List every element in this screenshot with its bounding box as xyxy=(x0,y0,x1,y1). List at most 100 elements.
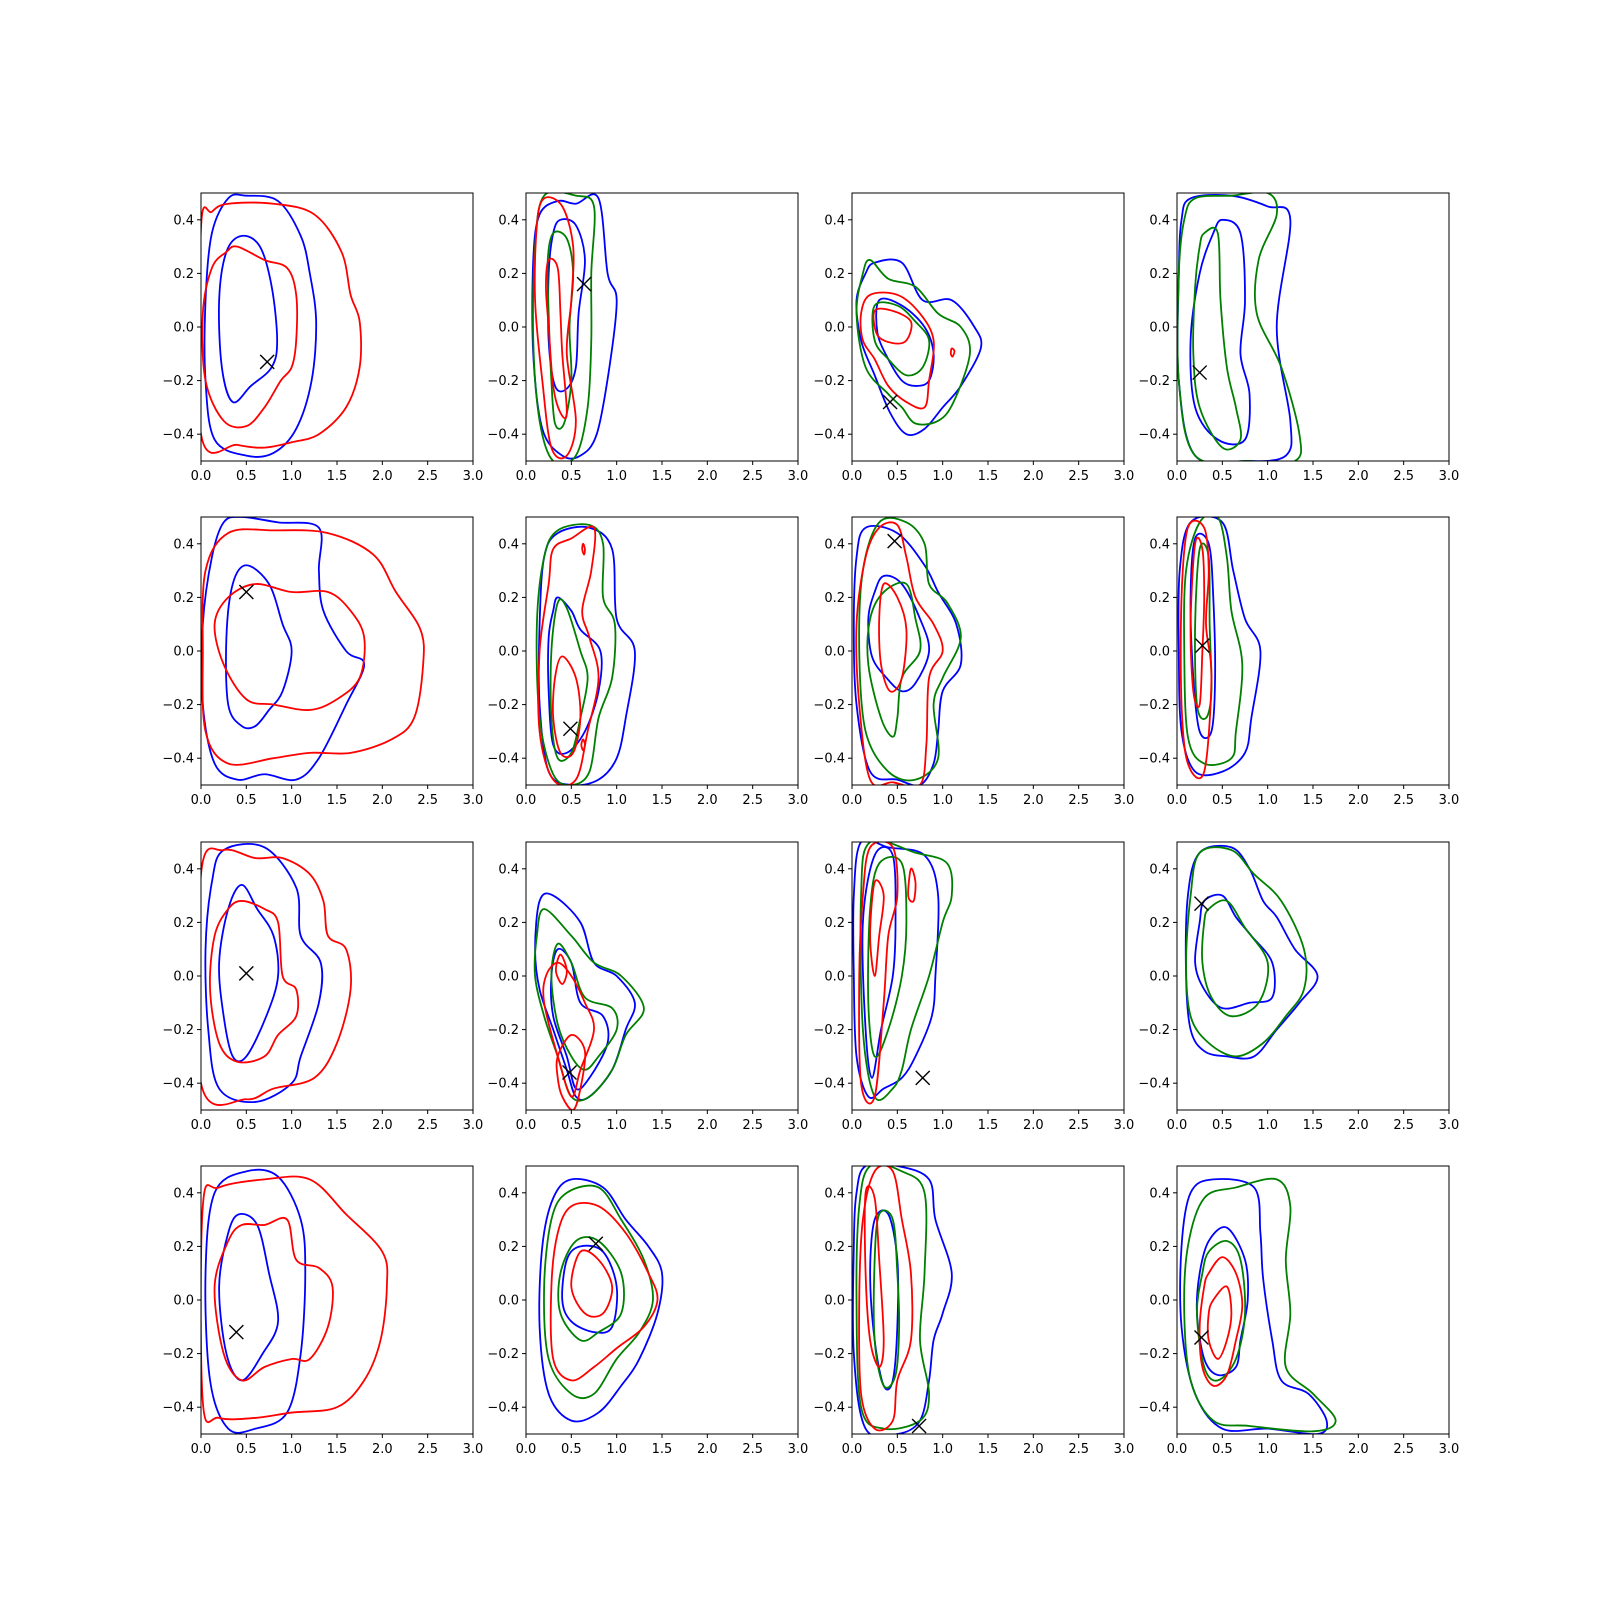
y-tick-label: 0.2 xyxy=(498,1240,519,1255)
x-tick-label: 2.0 xyxy=(1023,469,1044,484)
red-contour-line xyxy=(542,961,595,1098)
red-contour-line xyxy=(555,1034,587,1110)
x-tick-label: 0.0 xyxy=(1167,1442,1188,1457)
x-tick-label: 2.5 xyxy=(742,1442,763,1457)
red-contour-line xyxy=(1198,1256,1244,1387)
x-tick-label: 0.0 xyxy=(191,469,212,484)
y-tick-label: 0.4 xyxy=(824,213,845,228)
x-marker xyxy=(576,276,592,292)
contour-group xyxy=(852,1166,953,1434)
x-tick-label: 2.0 xyxy=(1348,793,1369,808)
y-tick-label: −0.2 xyxy=(813,1023,845,1038)
contour-group xyxy=(1184,844,1319,1060)
x-tick-label: 1.5 xyxy=(978,1118,999,1133)
x-tick-label: 1.0 xyxy=(1257,793,1278,808)
x-tick-label: 3.0 xyxy=(788,1118,809,1133)
x-tick-label: 2.5 xyxy=(1068,469,1089,484)
green-contour-line xyxy=(855,1166,930,1431)
y-tick-label: −0.4 xyxy=(813,1077,845,1092)
y-tick-label: 0.4 xyxy=(498,862,519,877)
x-tick-label: 2.5 xyxy=(742,793,763,808)
subplot-r1-c3: 0.0 0.5 1.0 1.5 2.0 2.5 3.0 −0.4 −0.2 0.0 0.2 0.4 xyxy=(813,192,1135,484)
x-tick-label: 0.5 xyxy=(561,1442,582,1457)
green-contour-line xyxy=(871,301,931,377)
contour-group xyxy=(201,1168,389,1434)
x-tick-label: 3.0 xyxy=(463,1442,484,1457)
y-tick-label: −0.2 xyxy=(487,1023,519,1038)
x-marker xyxy=(238,965,254,981)
blue-contour-line xyxy=(204,1168,307,1434)
x-tick-label: 2.5 xyxy=(1068,793,1089,808)
y-tick-label: −0.4 xyxy=(162,1077,194,1092)
x-tick-label: 0.5 xyxy=(561,1118,582,1133)
red-contour-line xyxy=(201,201,362,454)
green-contour-line xyxy=(859,842,954,1101)
x-tick-label: 1.0 xyxy=(281,793,302,808)
x-tick-label: 2.0 xyxy=(1348,469,1369,484)
x-tick-label: 0.0 xyxy=(1167,793,1188,808)
x-tick-label: 3.0 xyxy=(788,469,809,484)
y-tick-label: 0.2 xyxy=(1149,267,1170,282)
red-contour-line xyxy=(949,347,956,358)
green-contour-line xyxy=(1177,193,1303,461)
y-tick-label: −0.2 xyxy=(813,374,845,389)
contour-group xyxy=(852,517,963,785)
x-tick-label: 1.5 xyxy=(1303,1118,1324,1133)
x-tick-label: 0.0 xyxy=(842,469,863,484)
blue-contour-line xyxy=(852,525,963,785)
x-tick-label: 0.5 xyxy=(1212,1118,1233,1133)
blue-contour-line xyxy=(852,842,940,1099)
y-tick-label: −0.2 xyxy=(813,1347,845,1362)
y-tick-label: −0.4 xyxy=(162,428,194,443)
red-contour-line xyxy=(859,291,935,410)
subplot-r4-c1: 0.0 0.5 1.0 1.5 2.0 2.5 3.0 −0.4 −0.2 0.0 0.2 0.4 xyxy=(162,1165,484,1457)
y-tick-label: −0.4 xyxy=(1138,428,1170,443)
x-tick-label: 2.0 xyxy=(697,793,718,808)
y-tick-label: 0.4 xyxy=(173,537,194,552)
y-tick-label: −0.4 xyxy=(487,1077,519,1092)
y-tick-label: 0.0 xyxy=(498,645,519,660)
x-tick-label: 2.5 xyxy=(742,469,763,484)
red-contour-line xyxy=(855,521,944,785)
red-contour-line xyxy=(213,583,366,711)
y-tick-label: 0.2 xyxy=(824,591,845,606)
x-tick-label: 2.5 xyxy=(1068,1442,1089,1457)
subplot-r4-c3: 0.0 0.5 1.0 1.5 2.0 2.5 3.0 −0.4 −0.2 0.0 0.2 0.4 xyxy=(813,1165,1134,1457)
x-tick-label: 1.0 xyxy=(1257,1442,1278,1457)
red-contour-line xyxy=(201,1175,389,1424)
x-marker xyxy=(238,584,254,600)
x-tick-label: 1.5 xyxy=(327,469,348,484)
x-tick-label: 1.0 xyxy=(932,469,953,484)
y-tick-label: −0.4 xyxy=(487,752,519,767)
red-contour-line xyxy=(209,900,300,1064)
y-tick-label: 0.0 xyxy=(498,321,519,336)
x-tick-label: 0.5 xyxy=(1212,793,1233,808)
y-tick-label: 0.4 xyxy=(1149,862,1170,877)
y-tick-label: −0.2 xyxy=(1138,1023,1170,1038)
red-contour-line xyxy=(570,1249,614,1318)
red-contour-line xyxy=(863,1185,885,1368)
y-tick-label: 0.2 xyxy=(498,591,519,606)
y-tick-label: 0.2 xyxy=(173,1240,194,1255)
y-tick-label: 0.4 xyxy=(824,1186,845,1201)
x-tick-label: 0.0 xyxy=(842,793,863,808)
red-contour-line xyxy=(201,847,352,1106)
y-tick-label: 0.0 xyxy=(1149,970,1170,985)
green-contour-line xyxy=(1183,1177,1337,1433)
green-contour-line xyxy=(1192,226,1242,451)
y-tick-label: 0.0 xyxy=(173,321,194,336)
x-tick-label: 3.0 xyxy=(1114,469,1135,484)
green-contour-line xyxy=(557,1236,625,1342)
blue-contour-line xyxy=(1189,218,1251,446)
x-tick-label: 0.0 xyxy=(1167,469,1188,484)
red-contour-line xyxy=(872,307,913,345)
y-tick-label: 0.2 xyxy=(498,267,519,282)
x-tick-label: 2.5 xyxy=(417,793,438,808)
x-marker xyxy=(887,533,903,549)
x-tick-label: 0.0 xyxy=(842,1118,863,1133)
y-tick-label: 0.0 xyxy=(1149,1294,1170,1309)
y-tick-label: 0.2 xyxy=(824,267,845,282)
x-tick-label: 0.5 xyxy=(1212,1442,1233,1457)
x-tick-label: 2.0 xyxy=(1348,1442,1369,1457)
